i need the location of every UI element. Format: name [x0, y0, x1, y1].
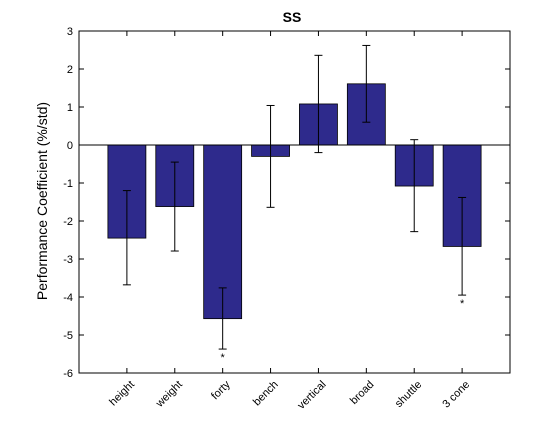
y-tick-label: 3	[67, 26, 73, 38]
y-tick-label: -3	[63, 254, 73, 266]
y-tick-label: -5	[63, 330, 73, 342]
y-tick-label: -6	[63, 368, 73, 380]
y-tick-label: -1	[63, 178, 73, 190]
y-axis-label: Performance Coefficient (%/std)	[34, 102, 50, 300]
y-tick-label: 0	[67, 140, 73, 152]
y-tick-label: -4	[63, 292, 73, 304]
significance-marker: *	[460, 298, 465, 310]
chart-title: SS	[283, 9, 302, 25]
axes-frame	[78, 30, 511, 374]
y-tick-label: -2	[63, 216, 73, 228]
significance-marker: *	[221, 352, 226, 364]
y-tick-label: 1	[67, 102, 73, 114]
y-tick-label: 2	[67, 64, 73, 76]
